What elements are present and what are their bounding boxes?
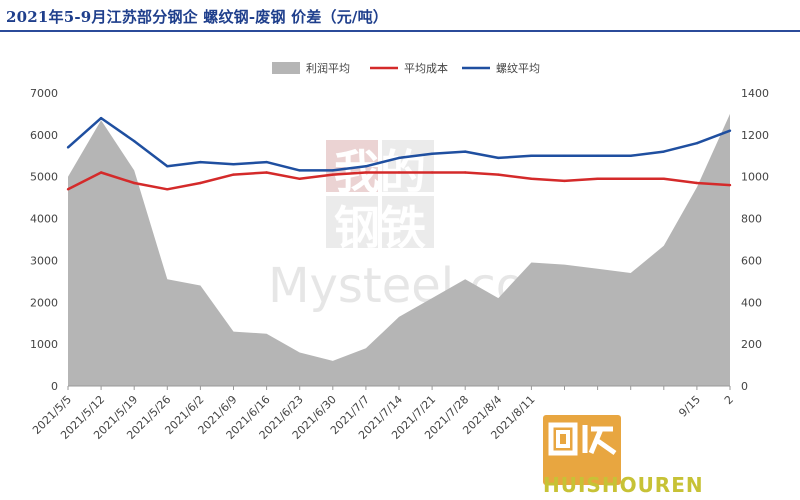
series-point-2 — [497, 156, 500, 160]
right-tick-label: 800 — [741, 213, 762, 226]
right-tick-label: 200 — [741, 338, 762, 351]
series-point-1 — [232, 173, 235, 176]
series-point-2 — [430, 152, 434, 155]
left-tick-label: 4000 — [30, 213, 58, 226]
series-point-1 — [728, 183, 732, 187]
series-point-2 — [629, 154, 632, 157]
series-point-2 — [728, 129, 732, 132]
series-point-2 — [99, 116, 103, 120]
series-point-1 — [166, 188, 169, 191]
right-tick-label: 1400 — [741, 87, 769, 100]
legend-label: 螺纹平均 — [496, 61, 540, 75]
series-point-2 — [530, 154, 533, 157]
left-tick-label: 1000 — [30, 338, 58, 351]
series-point-2 — [166, 165, 169, 168]
series-point-1 — [464, 171, 467, 174]
series-point-1 — [133, 181, 136, 185]
series-point-1 — [199, 181, 202, 185]
legend: 利润平均 平均成本 螺纹平均 — [272, 61, 540, 75]
x-axis: 2021/5/52021/5/122021/5/192021/5/262021/… — [30, 385, 736, 442]
left-tick-label: 0 — [51, 380, 58, 393]
series-point-1 — [298, 177, 301, 180]
series-point-1 — [265, 171, 268, 174]
series-point-1 — [430, 171, 434, 174]
series-point-1 — [695, 181, 699, 185]
left-axis: 0 1000 2000 3000 4000 5000 6000 7000 — [30, 87, 58, 393]
left-tick-label: 5000 — [30, 171, 58, 184]
right-axis: 0 200 400 600 800 1000 1200 1400 — [741, 87, 769, 393]
chart-title: 2021年5-9月江苏部分钢企 螺纹钢-废钢 价差（元/吨） — [6, 8, 388, 26]
series-point-1 — [563, 179, 566, 183]
legend-swatch-area — [272, 62, 300, 74]
series-point-1 — [397, 171, 401, 174]
series-point-2 — [265, 160, 268, 164]
series-point-1 — [497, 173, 500, 176]
series-point-2 — [133, 139, 136, 143]
series-point-2 — [464, 150, 467, 153]
title-divider — [0, 30, 800, 32]
series-point-2 — [232, 163, 235, 166]
series-point-1 — [596, 177, 599, 180]
plot-area — [66, 113, 732, 387]
watermark-bottom: 钢铁 — [334, 201, 426, 255]
series-point-2 — [199, 160, 202, 164]
series-point-2 — [364, 165, 368, 168]
x-tick-label: 9/15 — [676, 393, 703, 420]
right-tick-label: 1000 — [741, 171, 769, 184]
series-point-1 — [331, 173, 334, 176]
x-tick-label: 2 — [722, 393, 736, 407]
left-tick-label: 7000 — [30, 87, 58, 100]
series-point-2 — [66, 146, 70, 149]
huishouren-logo — [543, 415, 621, 485]
series-point-2 — [563, 154, 566, 157]
series-point-2 — [662, 150, 665, 153]
series-point-1 — [66, 188, 70, 191]
series-point-1 — [364, 171, 368, 174]
series-point-2 — [331, 169, 334, 172]
series-point-1 — [629, 177, 632, 180]
left-tick-label: 2000 — [30, 296, 58, 309]
series-point-1 — [99, 171, 103, 174]
series-point-2 — [596, 154, 599, 157]
left-tick-label: 3000 — [30, 254, 58, 267]
huishouren-text: HUISHOUREN — [543, 473, 704, 497]
right-tick-label: 400 — [741, 296, 762, 309]
series-point-1 — [662, 177, 665, 180]
left-tick-label: 6000 — [30, 129, 58, 142]
series-point-1 — [530, 177, 533, 180]
series-point-2 — [397, 156, 401, 160]
right-tick-label: 1200 — [741, 129, 769, 142]
legend-label: 平均成本 — [404, 61, 448, 75]
series-point-2 — [695, 142, 699, 145]
series-point-2 — [298, 169, 301, 172]
legend-label: 利润平均 — [306, 61, 350, 75]
series-area-profit — [68, 113, 730, 387]
right-tick-label: 600 — [741, 254, 762, 267]
right-tick-label: 0 — [741, 380, 748, 393]
